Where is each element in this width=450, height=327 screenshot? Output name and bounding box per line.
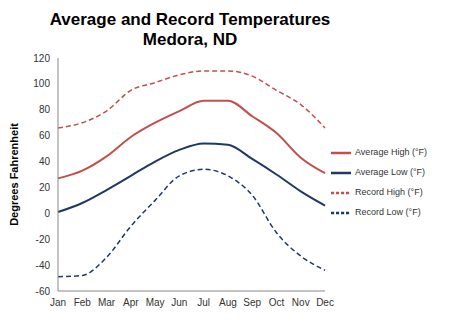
html-text:Medora, ND: Medora, ND xyxy=(142,30,238,49)
svg-text:Degrees Fahrenheit: Degrees Fahrenheit xyxy=(8,123,20,226)
svg-text:Mar: Mar xyxy=(98,297,116,308)
svg-text:Sep: Sep xyxy=(243,297,261,308)
svg-text:60: 60 xyxy=(39,130,51,141)
svg-text:Jan: Jan xyxy=(50,297,66,308)
svg-text:Nov: Nov xyxy=(292,297,310,308)
svg-text:-40: -40 xyxy=(36,260,51,271)
svg-text:-20: -20 xyxy=(36,234,51,245)
svg-text:80: 80 xyxy=(39,104,51,115)
svg-text:Feb: Feb xyxy=(74,297,92,308)
svg-text:Apr: Apr xyxy=(123,297,139,308)
svg-text:120: 120 xyxy=(33,53,50,64)
svg-text:Aug: Aug xyxy=(219,297,237,308)
svg-text:100: 100 xyxy=(33,78,50,89)
html-text:Average High (°F): Average High (°F) xyxy=(355,146,427,157)
svg-text:Jun: Jun xyxy=(171,297,187,308)
html-text:Record High (°F): Record High (°F) xyxy=(355,186,423,197)
svg-text:Jul: Jul xyxy=(197,297,210,308)
svg-text:May: May xyxy=(146,297,165,308)
html-text:Average and Record Temperature: Average and Record Temperatures xyxy=(49,10,331,29)
svg-text:0: 0 xyxy=(44,208,50,219)
svg-text:Oct: Oct xyxy=(269,297,285,308)
html-text:Record Low (°F): Record Low (°F) xyxy=(355,206,421,217)
svg-text:20: 20 xyxy=(39,182,51,193)
svg-text:-60: -60 xyxy=(36,286,51,297)
html-text:Average Low (°F): Average Low (°F) xyxy=(355,166,425,177)
svg-text:40: 40 xyxy=(39,156,51,167)
svg-text:Dec: Dec xyxy=(316,297,334,308)
